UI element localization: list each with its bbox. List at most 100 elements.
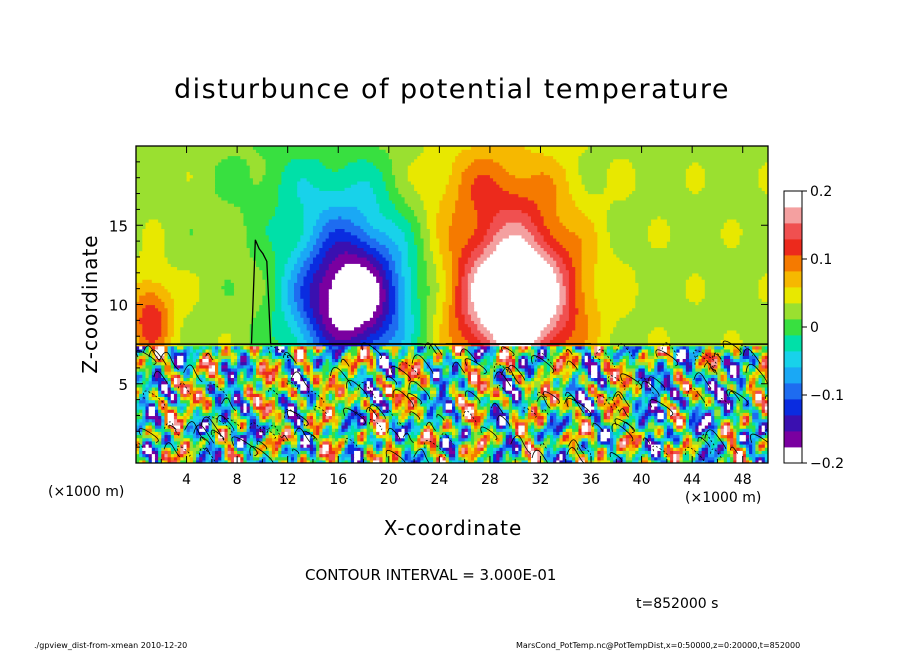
heatmap-cell — [237, 443, 245, 448]
heatmap-cell — [515, 447, 519, 451]
heatmap-cell — [531, 371, 535, 375]
heatmap-cell — [177, 390, 181, 394]
heatmap-cell — [739, 402, 744, 407]
heatmap-cell — [196, 424, 200, 429]
heatmap-cell — [224, 383, 229, 388]
heatmap-cell — [376, 453, 384, 458]
heatmap-cell — [417, 418, 421, 423]
heatmap-cell — [745, 431, 750, 436]
heatmap-cell — [350, 383, 355, 388]
heatmap-cell — [455, 456, 459, 461]
heatmap-cell — [205, 367, 210, 372]
heatmap-cell — [436, 428, 440, 432]
heatmap-cell — [167, 459, 172, 463]
heatmap-cell — [673, 399, 677, 404]
heatmap-cell — [426, 380, 431, 385]
heatmap-cell — [344, 396, 349, 401]
heatmap-cell — [540, 456, 545, 461]
heatmap-cell — [676, 409, 681, 413]
heatmap-cell — [562, 440, 570, 445]
heatmap-cell — [676, 390, 681, 394]
heatmap-cell — [436, 450, 440, 455]
heatmap-cell — [363, 456, 368, 461]
heatmap-cell — [145, 409, 150, 413]
heatmap-cell — [651, 402, 658, 407]
heatmap-cell — [572, 371, 576, 375]
heatmap-cell — [183, 428, 188, 432]
heatmap-cell — [467, 396, 475, 401]
heatmap-cell — [256, 443, 260, 448]
heatmap-cell — [382, 367, 387, 372]
heatmap-cell — [139, 453, 143, 458]
heatmap-cell — [496, 447, 500, 451]
heatmap-cell — [698, 421, 703, 426]
heatmap-cell — [711, 390, 715, 394]
heatmap-cell — [205, 453, 210, 458]
heatmap-cell — [420, 390, 425, 394]
heatmap-cell — [635, 396, 640, 401]
heatmap-cell — [549, 374, 557, 379]
heatmap-cell — [499, 447, 504, 451]
heatmap-cell — [657, 434, 662, 439]
heatmap-cell — [139, 393, 143, 398]
heatmap-cell — [689, 440, 693, 445]
heatmap-cell — [382, 399, 387, 404]
heatmap-cell — [252, 440, 260, 445]
heatmap-cell — [145, 456, 150, 461]
heatmap-cell — [363, 405, 371, 410]
heatmap-cell — [581, 447, 586, 451]
heatmap-cell — [616, 380, 624, 385]
heatmap-cell — [420, 377, 425, 382]
heatmap-cell — [594, 459, 598, 463]
heatmap-cell — [249, 447, 254, 451]
heatmap-cell — [761, 434, 766, 439]
heatmap-cell — [379, 393, 384, 398]
heatmap-cell — [433, 383, 437, 388]
heatmap-cell — [186, 459, 191, 463]
heatmap-cell — [215, 443, 219, 448]
heatmap-cell — [568, 456, 573, 461]
heatmap-cell — [698, 434, 703, 439]
heatmap-cell — [483, 418, 488, 423]
heatmap-cell — [448, 453, 456, 458]
heatmap-cell — [290, 396, 298, 401]
heatmap-cell — [673, 412, 677, 417]
heatmap-cell — [300, 371, 305, 375]
heatmap-cell — [499, 459, 504, 463]
heatmap-cell — [638, 456, 643, 461]
heatmap-cell — [625, 453, 630, 458]
heatmap-cell — [493, 386, 500, 391]
heatmap-cell — [170, 371, 178, 375]
heatmap-cell — [660, 396, 665, 401]
heatmap-cell — [423, 367, 428, 372]
heatmap-cell — [553, 421, 561, 426]
heatmap-cell — [581, 386, 586, 391]
heatmap-cell — [521, 443, 526, 448]
heatmap-cell — [606, 380, 611, 385]
heatmap-cell — [600, 421, 605, 426]
heatmap-cell — [603, 386, 608, 391]
heatmap-cell — [745, 415, 750, 420]
heatmap-cell — [625, 431, 630, 436]
heatmap-cell — [537, 447, 542, 451]
heatmap-cell — [192, 367, 197, 372]
heatmap-cell — [647, 456, 652, 461]
heatmap-cell — [439, 447, 444, 451]
heatmap-cell — [575, 456, 579, 461]
heatmap-cell — [657, 415, 665, 420]
heatmap-cell — [549, 437, 554, 442]
heatmap-cell — [202, 374, 207, 379]
heatmap-cell — [398, 390, 403, 394]
heatmap-cell — [297, 440, 301, 445]
heatmap-cell — [328, 440, 333, 445]
heatmap-cell — [752, 386, 763, 391]
heatmap-cell — [287, 390, 292, 394]
heatmap-cell — [613, 450, 617, 455]
heatmap-cell — [654, 431, 658, 436]
heatmap-cell — [154, 399, 159, 404]
heatmap-cell — [426, 399, 431, 404]
heatmap-cell — [423, 450, 428, 455]
heatmap-cell — [284, 383, 289, 388]
heatmap-cell — [448, 386, 453, 391]
heatmap-cell — [616, 371, 621, 375]
